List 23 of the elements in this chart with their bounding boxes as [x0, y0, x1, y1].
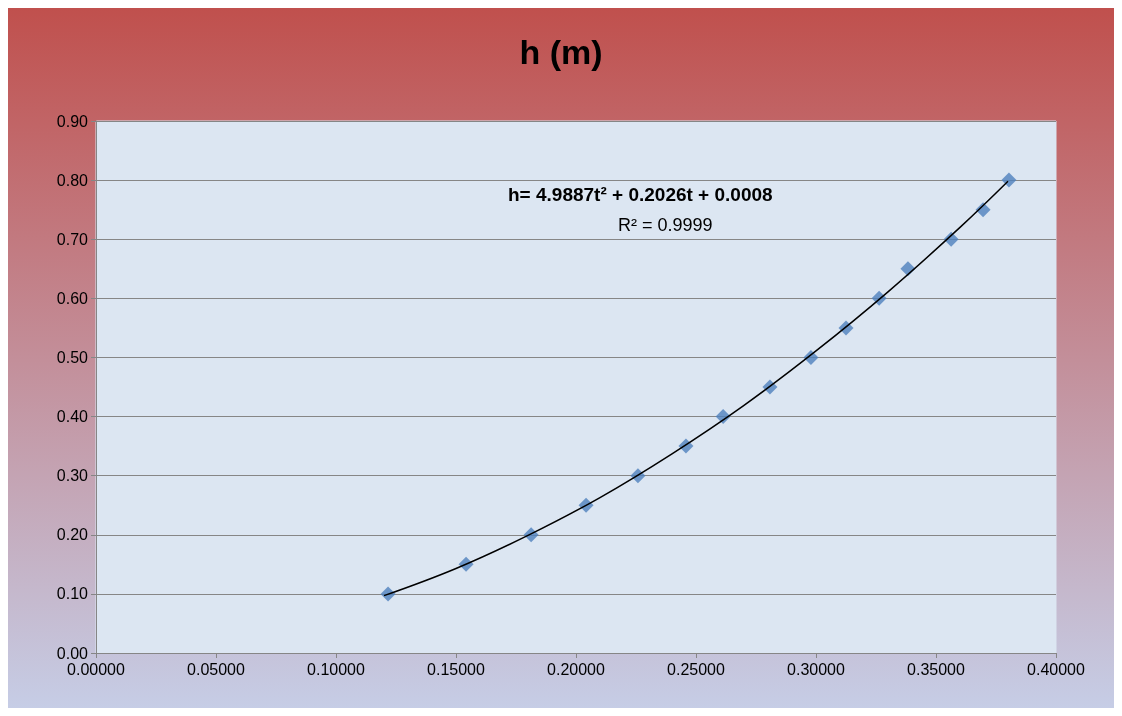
x-tick-label: 0.40000	[1027, 660, 1086, 678]
x-tick-label: 0.05000	[187, 660, 246, 678]
y-tick-label: 0.30	[56, 467, 89, 485]
y-tick-label: 0.90	[56, 112, 89, 130]
x-tick-label: 0.10000	[307, 660, 366, 678]
chart-title: h (m)	[519, 33, 603, 71]
y-tick-label: 0.50	[56, 348, 89, 366]
y-tick-label: 0.20	[56, 526, 89, 544]
y-tick-label: 0.10	[56, 585, 89, 603]
x-tick-label: 0.20000	[547, 660, 606, 678]
x-tick-label: 0.35000	[907, 660, 966, 678]
annotation: R² = 0.9999	[618, 215, 713, 235]
x-tick-label: 0.00000	[67, 660, 126, 678]
y-tick-label: 0.00	[56, 644, 89, 662]
x-tick-label: 0.25000	[667, 660, 726, 678]
point	[1001, 172, 1017, 188]
x-tick-label: 0.15000	[427, 660, 486, 678]
y-tick-label: 0.80	[56, 171, 89, 189]
x-tick-label: 0.30000	[787, 660, 846, 678]
annotation: h= 4.9887t² + 0.2026t + 0.0008	[508, 184, 773, 205]
y-tick-label: 0.40	[56, 408, 89, 426]
y-tick-label: 0.70	[56, 230, 89, 248]
y-tick-label: 0.60	[56, 289, 89, 307]
